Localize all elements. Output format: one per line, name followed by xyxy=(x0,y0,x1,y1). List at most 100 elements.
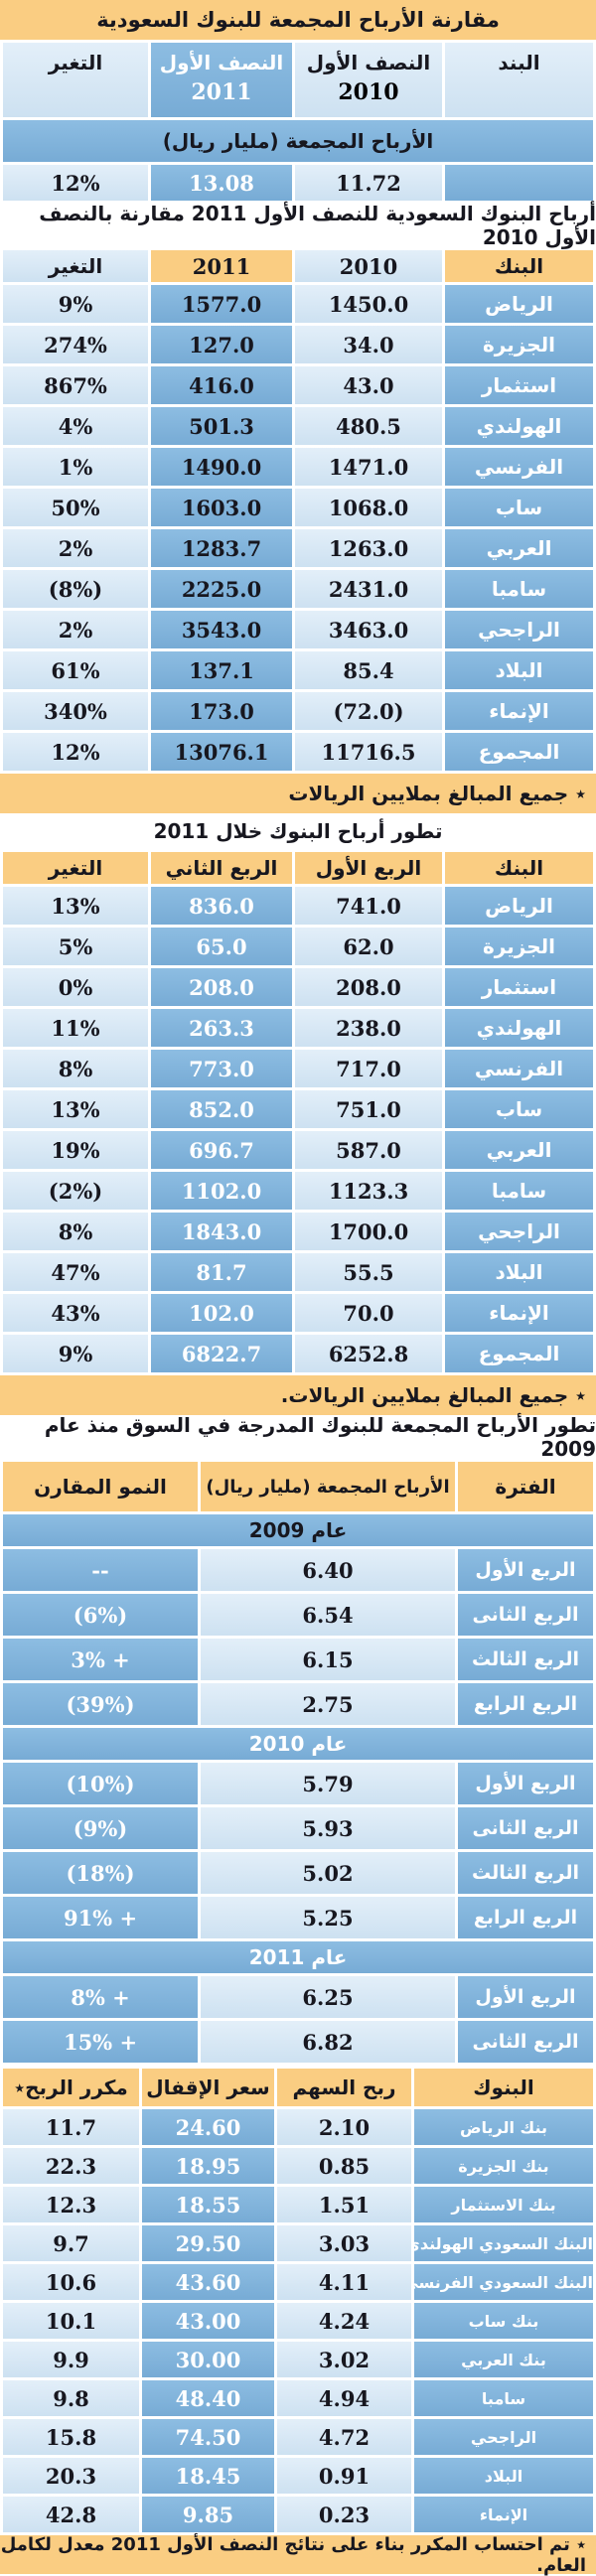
change-cell: 12% xyxy=(3,733,148,771)
table-row: ساب 751.0 852.0 13% xyxy=(3,1090,593,1128)
summary-table-title: مقارنة الأرباح المجمعة للبنوك السعودية xyxy=(0,0,596,40)
value-2011-cell: 137.1 xyxy=(151,651,292,689)
table-header-row: البنك 2010 2011 التغير xyxy=(3,250,593,282)
pe-ratio-cell: 10.6 xyxy=(3,2264,139,2300)
close-price-cell: 43.00 xyxy=(142,2303,274,2339)
eps-cell: 4.72 xyxy=(277,2419,411,2455)
change-cell: 61% xyxy=(3,651,148,689)
period-cell: الربع الرابع xyxy=(458,1897,593,1938)
table-row: الربع الأول 6.25 8% + xyxy=(3,1976,593,2018)
value-2010-cell: 1068.0 xyxy=(295,489,442,526)
eps-cell: 0.91 xyxy=(277,2458,411,2494)
table-row: الجزيرة 62.0 65.0 5% xyxy=(3,928,593,965)
bank-name-cell: الإنماء xyxy=(445,1294,593,1332)
millions-note: ٭ جميع المبالغ بملايين الريالات. xyxy=(0,1375,596,1415)
close-price-cell: 18.45 xyxy=(142,2458,274,2494)
value-2010-cell: 85.4 xyxy=(295,651,442,689)
eps-cell: 4.11 xyxy=(277,2264,411,2300)
eps-cell: 3.03 xyxy=(277,2225,411,2261)
bank-name-cell: البلاد xyxy=(414,2458,593,2494)
q1-value-cell: 717.0 xyxy=(295,1050,442,1087)
table-row: الراجحي 1700.0 1843.0 8% xyxy=(3,1213,593,1250)
pe-ratio-cell: 9.8 xyxy=(3,2380,139,2416)
value-2011-cell: 127.0 xyxy=(151,326,292,363)
table-row: الربع الثانى 5.93 (9%) xyxy=(3,1807,593,1849)
eps-cell: 4.94 xyxy=(277,2380,411,2416)
change-cell: 8% xyxy=(3,1213,148,1250)
bank-name-cell: المجموع xyxy=(445,1335,593,1372)
value-2010-cell: 2431.0 xyxy=(295,570,442,608)
q1-value-cell: 62.0 xyxy=(295,928,442,965)
change-cell: 4% xyxy=(3,407,148,445)
table-row: بنك الاستثمار 1.51 18.55 12.3 xyxy=(3,2187,593,2222)
millions-note: ٭ جميع المبالغ بملايين الريالات xyxy=(0,774,596,813)
change-cell: 43% xyxy=(3,1294,148,1332)
profit-value-cell: 6.40 xyxy=(201,1549,455,1591)
header-banks: البنوك xyxy=(414,2069,593,2106)
q2-value-cell: 696.7 xyxy=(151,1131,292,1169)
value-2011-cell: 3543.0 xyxy=(151,611,292,648)
profit-value-cell: 5.93 xyxy=(201,1807,455,1849)
period-cell: الربع الثالث xyxy=(458,1852,593,1894)
bank-name-cell: البنك السعودي الهولندي xyxy=(414,2225,593,2261)
period-cell: الربع الثانى xyxy=(458,2021,593,2063)
growth-cell: (18%) xyxy=(3,1852,198,1894)
change-cell: 9% xyxy=(3,1335,148,1372)
table-row: البلاد 0.91 18.45 20.3 xyxy=(3,2458,593,2494)
change-cell: 340% xyxy=(3,692,148,730)
table-row: الفرنسي 1471.0 1490.0 1% xyxy=(3,448,593,486)
bank-name-cell: استثمار xyxy=(445,366,593,404)
summary-band-row: الأرباح المجمعة (مليار ريال) xyxy=(3,120,593,162)
change-cell: (2%) xyxy=(3,1172,148,1210)
bank-name-cell: ساب xyxy=(445,1090,593,1128)
header-bank: البنك xyxy=(445,250,593,282)
change-cell: 50% xyxy=(3,489,148,526)
bank-name-cell: بنك العربي xyxy=(414,2342,593,2377)
table-header-row: الفترة الأرباح المجمعة (مليار ريال) النم… xyxy=(3,1462,593,1511)
year-band-row: عام 2010 xyxy=(3,1728,593,1760)
table-row: الهولندي 238.0 263.3 11% xyxy=(3,1009,593,1047)
summary-header-row: البند النصف الأول 2010 النصف الأول 2011 … xyxy=(3,43,593,117)
pe-footnote: ٭ تم احتساب المكرر بناء على نتائج النصف … xyxy=(0,2534,596,2576)
year-band-row: عام 2011 xyxy=(3,1941,593,1973)
close-price-cell: 18.95 xyxy=(142,2148,274,2184)
header-pe: مكرر الربح٭ xyxy=(3,2069,139,2106)
table-row: الراجحي 4.72 74.50 15.8 xyxy=(3,2419,593,2455)
profit-value-cell: 6.82 xyxy=(201,2021,455,2063)
change-cell: 2% xyxy=(3,611,148,648)
table-row: الجزيرة 34.0 127.0 274% xyxy=(3,326,593,363)
q2-value-cell: 65.0 xyxy=(151,928,292,965)
period-cell: الربع الثالث xyxy=(458,1639,593,1680)
header-h1-2010-column: النصف الأول 2010 xyxy=(295,43,442,117)
table-row: الربع الأول 5.79 (10%) xyxy=(3,1763,593,1804)
growth-cell: 3% + xyxy=(3,1639,198,1680)
period-cell: الربع الأول xyxy=(458,1976,593,2018)
eps-cell: 3.02 xyxy=(277,2342,411,2377)
q2-value-cell: 263.3 xyxy=(151,1009,292,1047)
header-profit: الأرباح المجمعة (مليار ريال) xyxy=(201,1462,455,1511)
pe-ratio-cell: 12.3 xyxy=(3,2187,139,2222)
change-cell: 12% xyxy=(3,165,148,201)
header-year-2011: 2011 xyxy=(191,79,252,105)
profit-value-cell: 6.15 xyxy=(201,1639,455,1680)
header-q2: الربع الثاني xyxy=(151,852,292,884)
year-band-row: عام 2009 xyxy=(3,1514,593,1546)
q2-value-cell: 81.7 xyxy=(151,1253,292,1291)
header-2011: 2011 xyxy=(151,250,292,282)
bank-name-cell: المجموع xyxy=(445,733,593,771)
table-row: الربع الرابع 2.75 (39%) xyxy=(3,1683,593,1725)
period-cell: الربع الثانى xyxy=(458,1807,593,1849)
eps-cell: 4.24 xyxy=(277,2303,411,2339)
profit-value-cell: 2.75 xyxy=(201,1683,455,1725)
summary-data-row: 11.72 13.08 12% xyxy=(3,165,593,201)
close-price-cell: 24.60 xyxy=(142,2109,274,2145)
table-row: الفرنسي 717.0 773.0 8% xyxy=(3,1050,593,1087)
year-band: عام 2010 xyxy=(3,1728,593,1760)
header-year-2010: 2010 xyxy=(338,79,399,105)
value-2011-cell: 173.0 xyxy=(151,692,292,730)
q1-value-cell: 6252.8 xyxy=(295,1335,442,1372)
header-change: التغير xyxy=(3,250,148,282)
eps-cell: 0.85 xyxy=(277,2148,411,2184)
table-row: الربع الثالث 6.15 3% + xyxy=(3,1639,593,1680)
table-header-row: البنوك ربح السهم سعر الإقفال مكرر الربح٭ xyxy=(3,2069,593,2106)
